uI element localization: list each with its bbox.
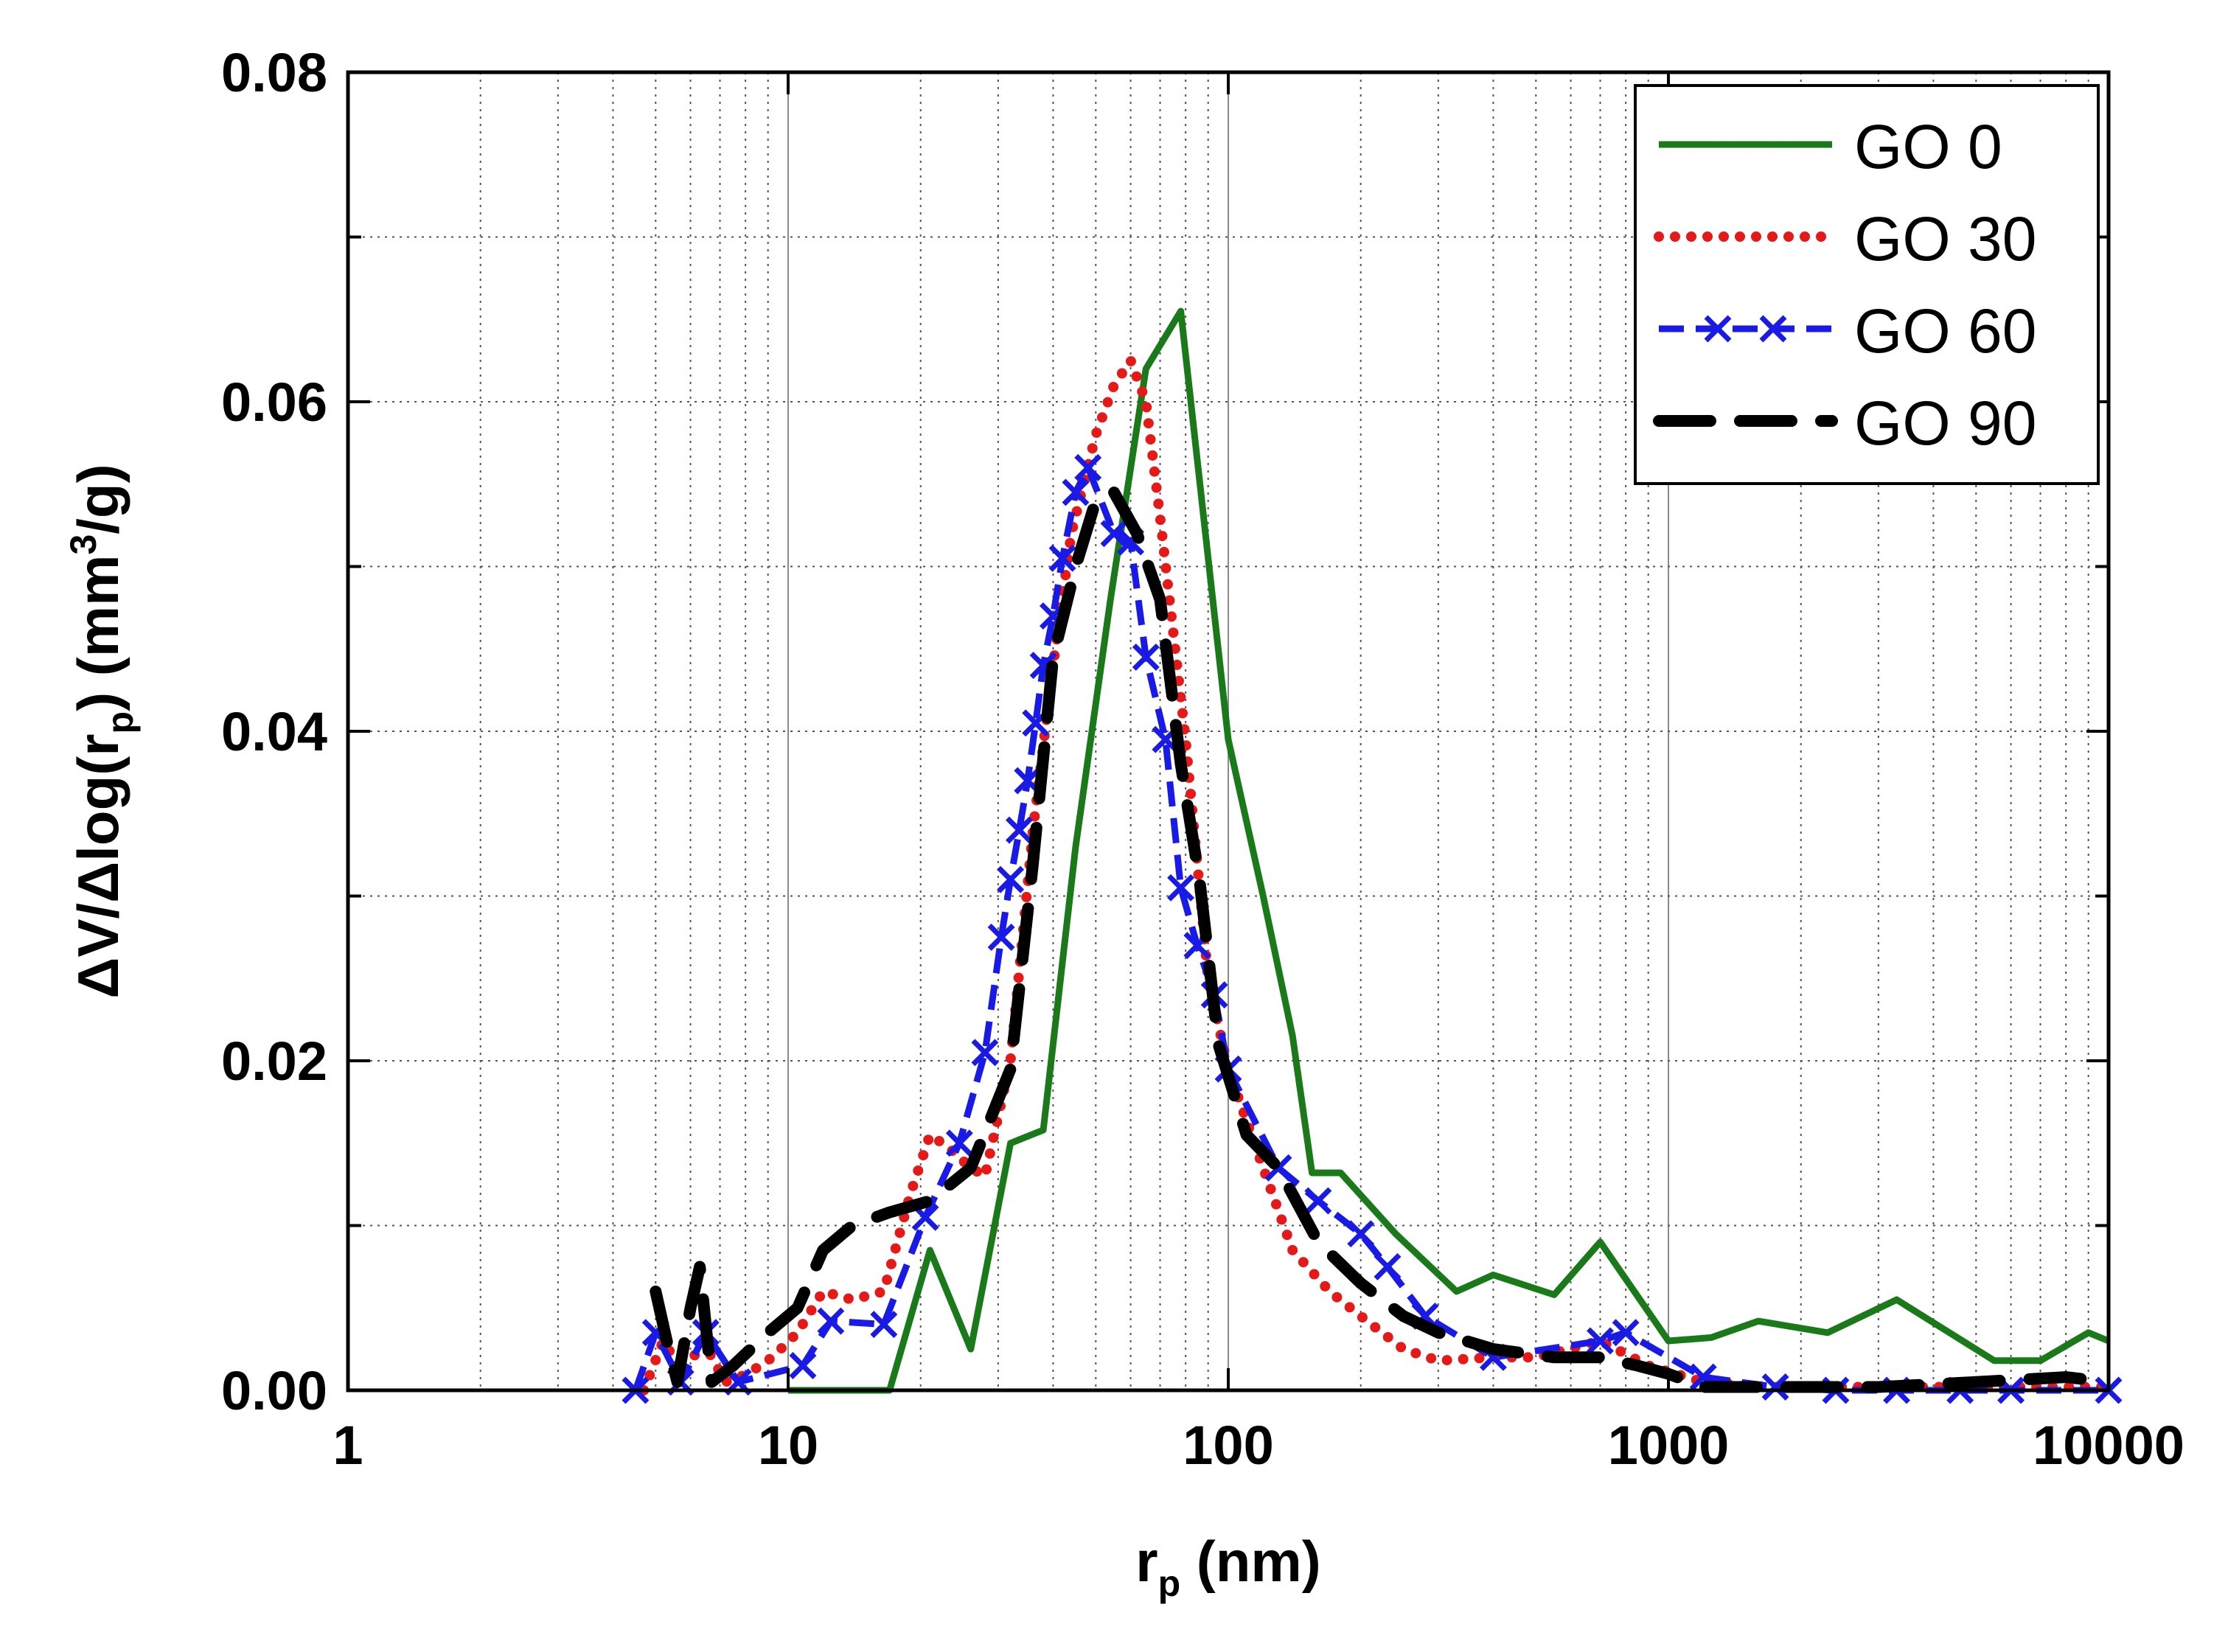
data-point-marker <box>1048 544 1076 572</box>
data-point-marker <box>1062 478 1090 506</box>
data-point-marker <box>997 865 1025 893</box>
legend-label-go90: GO 90 <box>1854 388 2036 458</box>
series-go-0 <box>788 307 2110 1394</box>
x-tick-label: 10 <box>758 1415 818 1476</box>
data-point-marker <box>1612 1319 1640 1347</box>
y-tick-label: 0.08 <box>221 42 327 103</box>
data-point-marker <box>789 1351 817 1379</box>
x-tick-label: 1000 <box>1608 1415 1730 1476</box>
series-line <box>638 355 2114 1395</box>
series-go-30 <box>638 355 2114 1395</box>
x-tick-labels: 1 10 100 1000 10000 <box>333 1415 2184 1476</box>
x-tick-label: 1 <box>333 1415 363 1476</box>
data-point-marker <box>1100 520 1128 548</box>
y-axis-title-sub: p <box>100 711 141 734</box>
data-point-marker <box>1074 453 1102 481</box>
data-point-marker <box>1587 1327 1614 1355</box>
series-go-60 <box>622 453 2123 1404</box>
data-point-marker <box>817 1307 845 1335</box>
y-tick-label: 0.04 <box>221 701 327 762</box>
legend-label-go30: GO 30 <box>1854 204 2036 273</box>
y-axis-title-prefix: ΔV/Δlog(r <box>66 733 130 998</box>
x-axis-title-unit: (nm) <box>1180 1529 1321 1594</box>
y-axis-title-suffix: /g) <box>66 464 130 534</box>
y-tick-label: 0.00 <box>221 1360 327 1421</box>
data-point-marker <box>1005 816 1033 844</box>
y-axis-title-sup: 3 <box>63 534 104 555</box>
data-point-marker <box>945 1129 973 1157</box>
series-layer <box>622 307 2123 1404</box>
legend-label-go0: GO 0 <box>1854 112 2002 181</box>
data-point-marker <box>1374 1252 1402 1280</box>
x-axis-title-r: r <box>1135 1529 1157 1594</box>
series-go-90 <box>650 486 2114 1393</box>
y-tick-label: 0.06 <box>221 372 327 433</box>
legend: GO 0 GO 30 GO 60 GO 90 <box>1634 84 2100 485</box>
legend-sample-marker <box>1759 315 1787 343</box>
series-line <box>788 307 2110 1394</box>
legend-samples <box>1653 141 1838 427</box>
series-line <box>632 464 2109 1394</box>
x-axis-title: rp (nm) <box>1135 1529 1321 1604</box>
data-point-marker <box>1761 1373 1789 1401</box>
data-point-marker <box>1132 643 1160 671</box>
y-tick-label: 0.02 <box>221 1031 327 1092</box>
y-axis-title-mid: ) (mm <box>66 555 130 711</box>
data-point-marker <box>1167 874 1195 902</box>
x-axis-title-sub: p <box>1158 1563 1181 1604</box>
data-point-marker <box>870 1311 898 1339</box>
data-point-marker <box>1347 1220 1375 1248</box>
x-tick-label: 100 <box>1183 1415 1273 1476</box>
data-point-marker <box>987 923 1015 951</box>
y-tick-labels: 0.00 0.02 0.04 0.06 0.08 <box>221 42 327 1421</box>
x-tick-label: 10000 <box>2033 1415 2185 1476</box>
legend-label-go60: GO 60 <box>1854 296 2036 366</box>
legend-sample-marker <box>1704 315 1732 343</box>
series-line <box>650 486 2114 1393</box>
axis-ticks <box>347 71 2110 1392</box>
data-point-marker <box>971 1039 999 1067</box>
data-point-marker <box>1304 1187 1332 1215</box>
y-axis-title: ΔV/Δlog(rp) (mm3/g) <box>63 464 141 998</box>
